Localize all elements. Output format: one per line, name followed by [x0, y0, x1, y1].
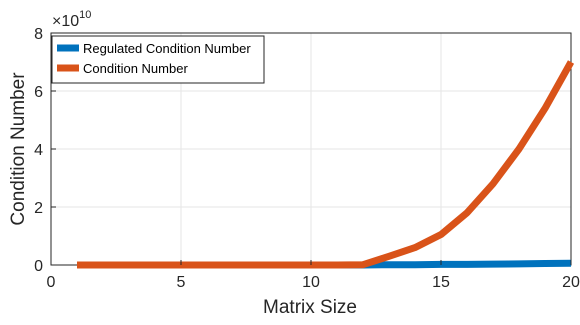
y-axis-label: Condition Number: [8, 72, 29, 226]
series-layer: [77, 60, 575, 269]
y-tick-label: 2: [34, 200, 43, 217]
series-line-condition-number: [77, 60, 575, 269]
y-tick-label: 4: [34, 142, 43, 159]
legend-label: Regulated Condition Number: [83, 41, 251, 56]
x-tick-label: 10: [302, 274, 320, 291]
y-multiplier-exponent: 10: [79, 9, 91, 21]
x-tick-label: 15: [432, 274, 450, 291]
tick-labels: 0 5 10 15 20 0 2 4 6 8: [34, 26, 580, 291]
x-tick-label: 20: [562, 274, 580, 291]
y-tick-label: 6: [34, 84, 43, 101]
y-multiplier-base: ×10: [52, 13, 79, 30]
x-axis-label: Matrix Size: [263, 297, 357, 318]
legend-box: [51, 35, 265, 84]
y-tick-label: 8: [34, 26, 43, 43]
legend-label: Condition Number: [83, 61, 188, 76]
y-tick-label: 0: [34, 258, 43, 275]
legend: Regulated Condition Number Condition Numb…: [51, 35, 265, 84]
x-tick-label: 0: [47, 274, 56, 291]
y-axis-multiplier: ×1010: [52, 9, 91, 30]
x-tick-label: 5: [177, 274, 186, 291]
